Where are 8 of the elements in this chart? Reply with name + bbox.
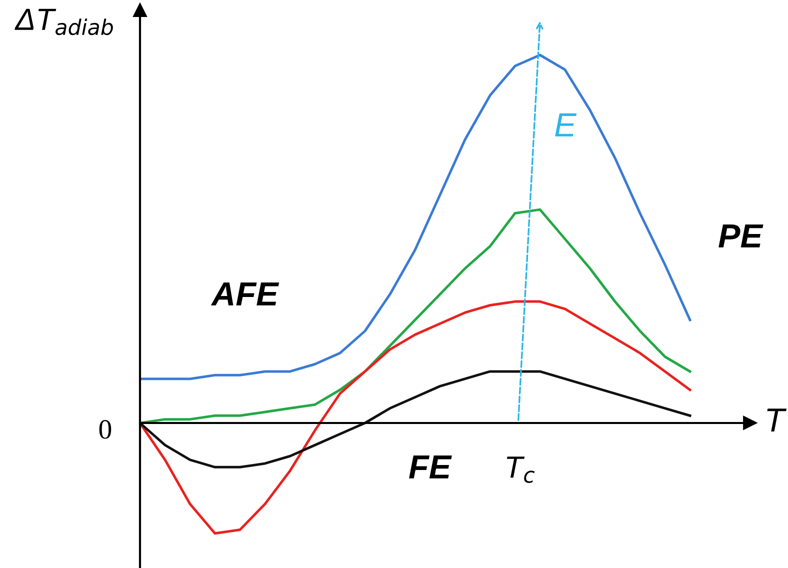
annotation: FE <box>409 455 452 478</box>
y-axis-title: ΔT$_{adiab}$ <box>14 8 113 36</box>
annotation: T$_{c}$ <box>506 456 535 483</box>
annotation: AFE <box>210 282 280 306</box>
x-axis-title: T <box>767 408 787 432</box>
annotation: E <box>555 113 577 136</box>
text: PE <box>718 224 764 248</box>
text: 0 <box>99 420 112 439</box>
